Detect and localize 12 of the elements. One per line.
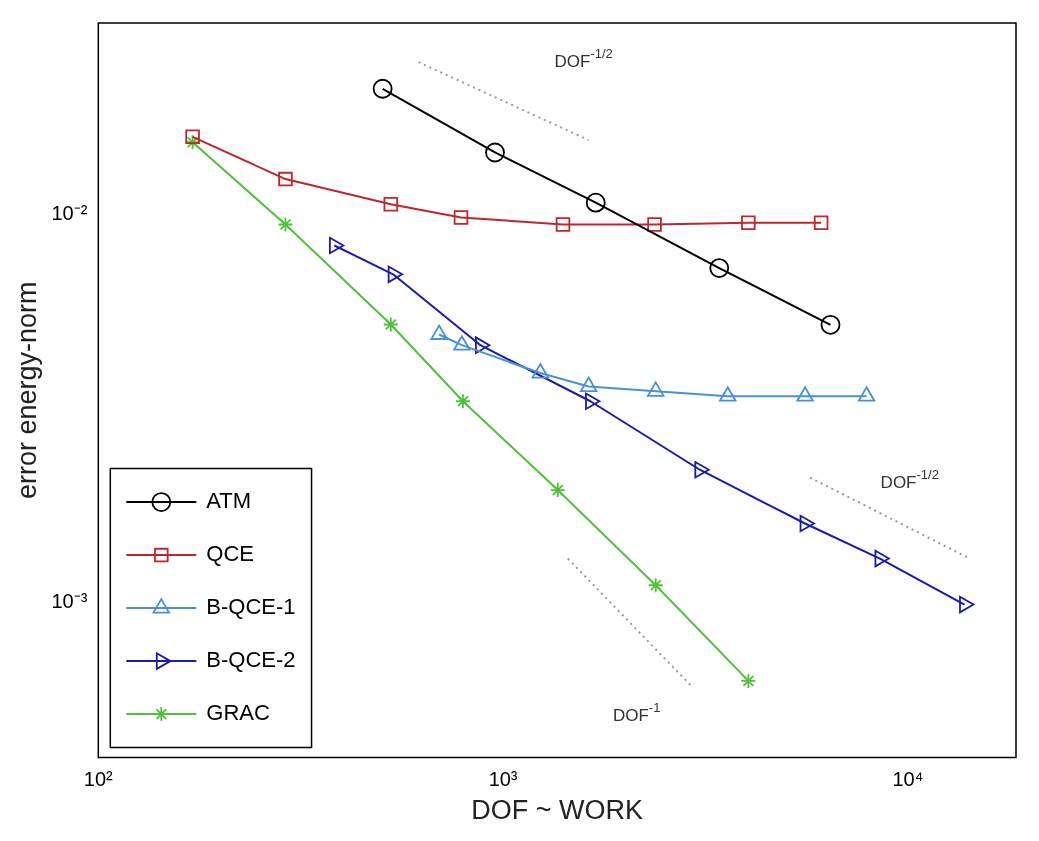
legend-label: B-QCE-1: [206, 594, 296, 620]
legend-label: B-QCE-2: [206, 647, 296, 673]
y-tick-label: 10⁻³: [51, 590, 88, 613]
legend-label: QCE: [206, 541, 254, 567]
legend-label: GRAC: [206, 700, 270, 726]
x-tick-label: 10²: [83, 768, 114, 791]
y-tick-label: 10⁻²: [51, 201, 88, 224]
legend-label: ATM: [206, 488, 252, 514]
y-axis-title: error energy-norm: [11, 281, 42, 500]
x-tick-label: 10⁴: [892, 768, 924, 791]
x-tick-label: 10³: [488, 768, 518, 791]
x-axis-title: DOF ~ WORK: [471, 795, 644, 826]
